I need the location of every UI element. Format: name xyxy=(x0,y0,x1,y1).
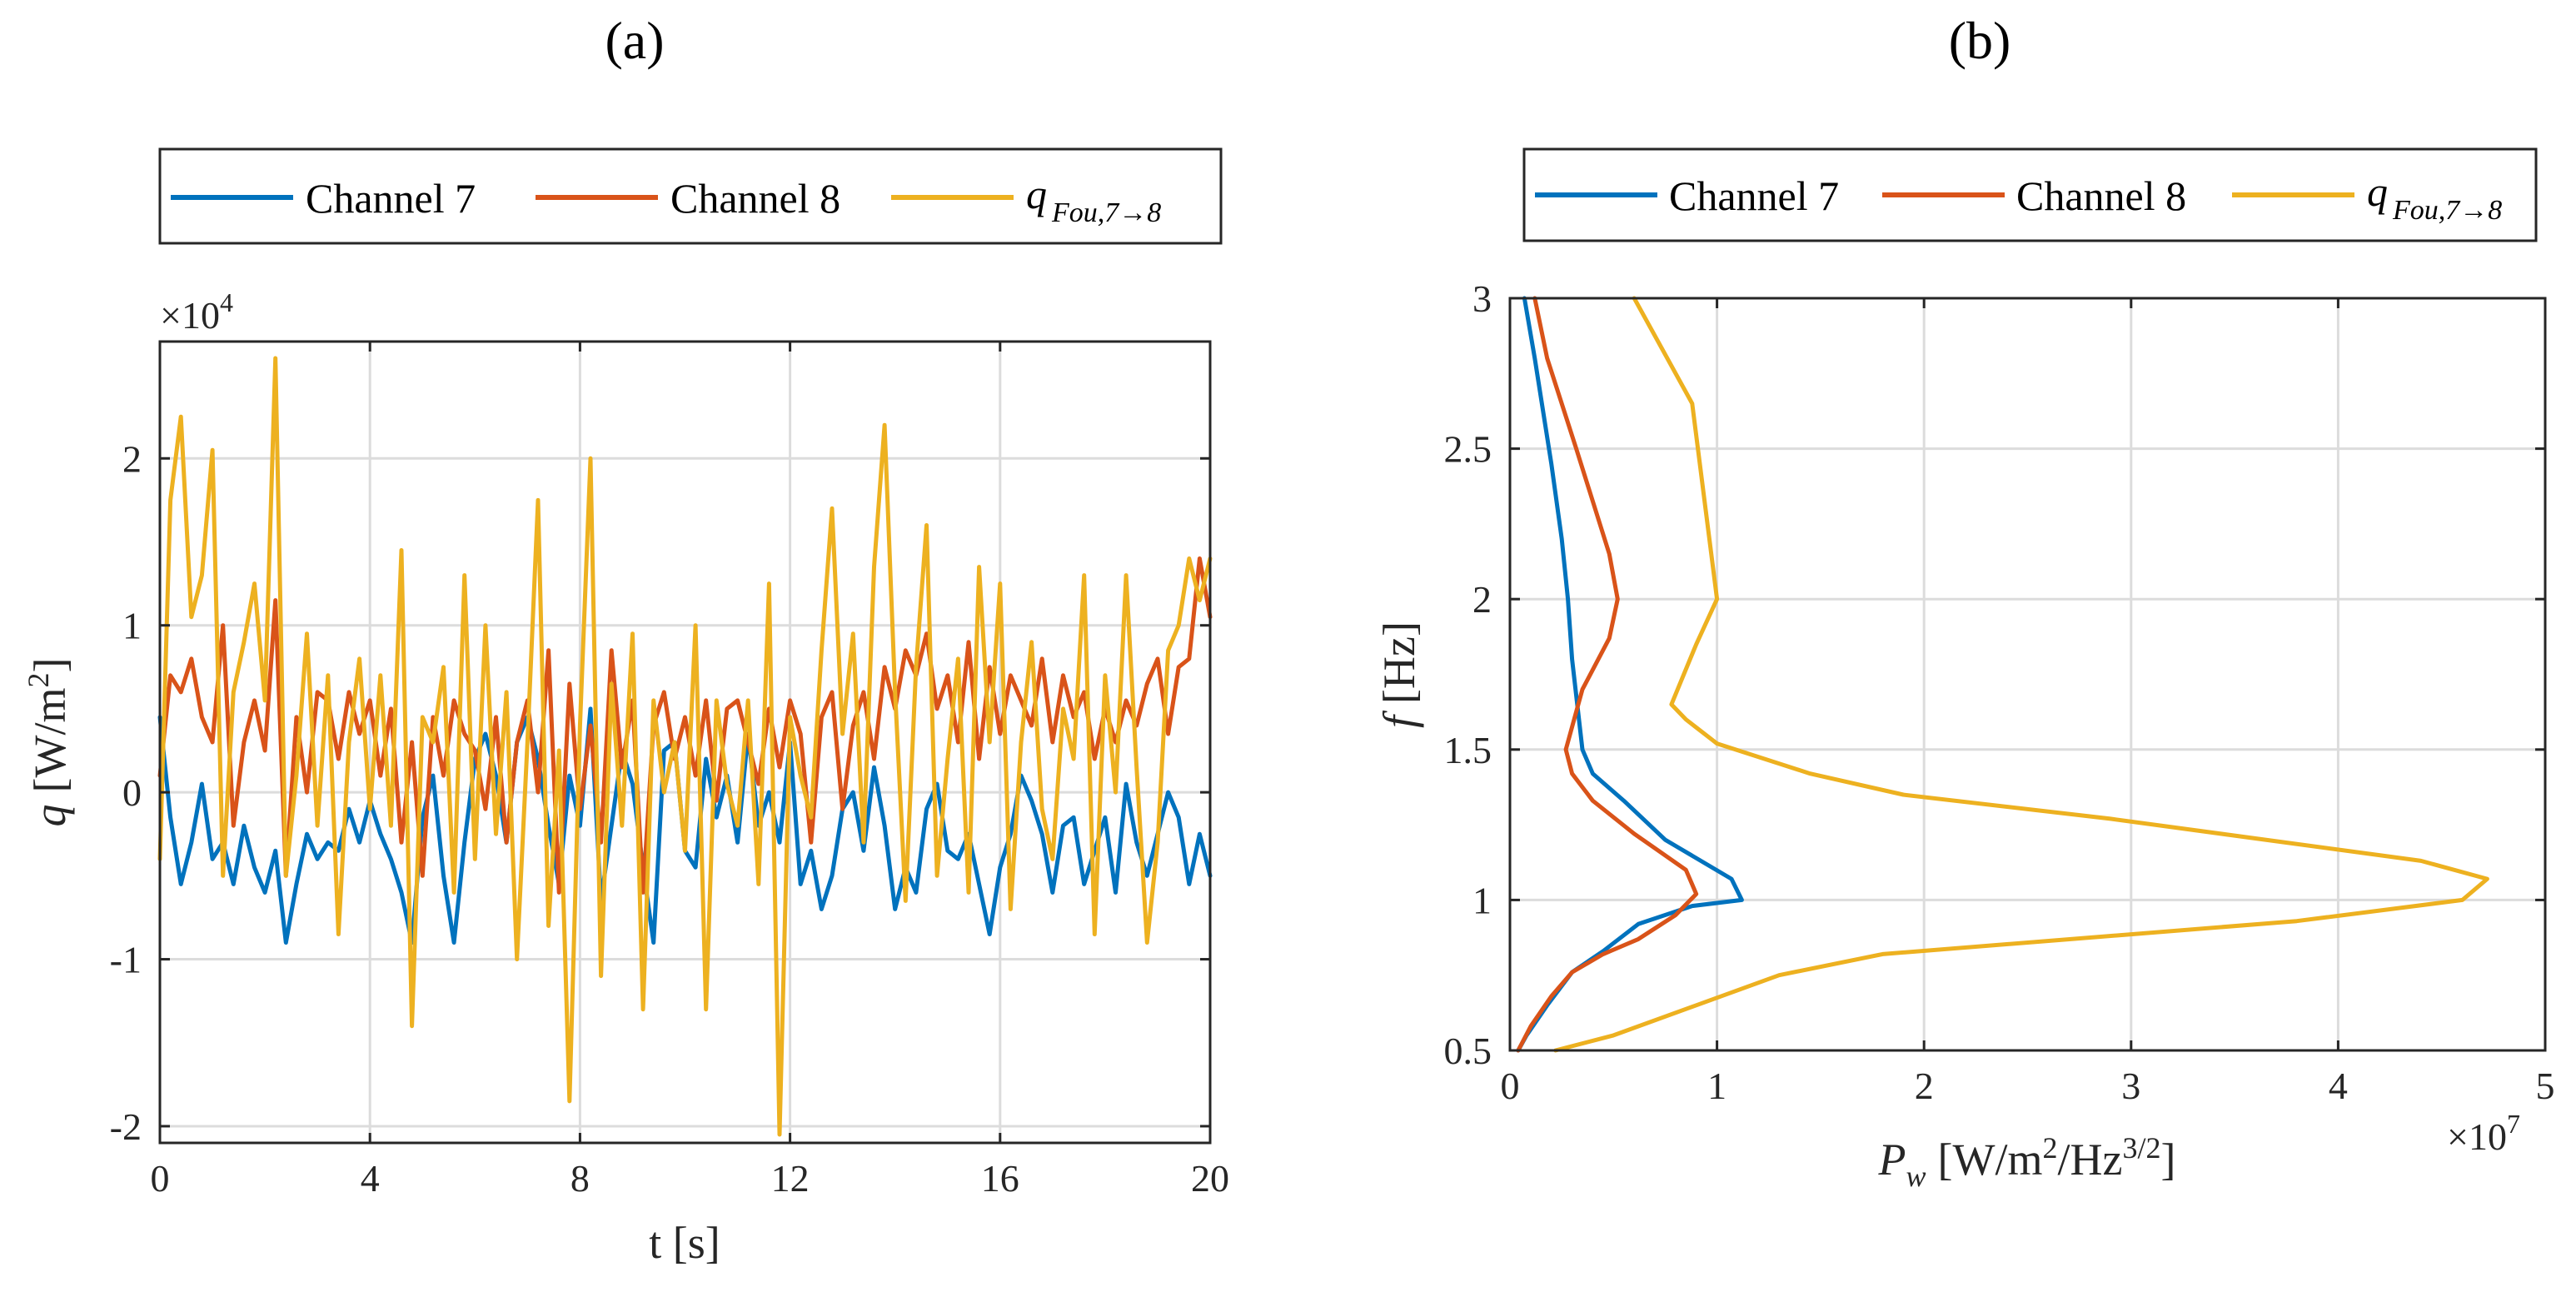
y-axis-b-unit: [Hz] xyxy=(1374,621,1424,704)
x-axis-b-close: ] xyxy=(2160,1135,2175,1185)
x-tick-label: 4 xyxy=(2329,1065,2348,1107)
x-axis-title-a: t [s] xyxy=(649,1218,720,1268)
y-axis-a-unit: [W/m xyxy=(25,688,75,793)
x-axis-b-sub: w xyxy=(1906,1160,1926,1193)
legend-a-q: q xyxy=(1026,171,1047,217)
panel-a-label: (a) xyxy=(605,11,664,70)
panel-b-label: (b) xyxy=(1949,11,2011,70)
y-axis-title-a: q [W/m2] xyxy=(22,658,75,827)
x-axis-title-b: Pw [W/m2/Hz3/2] xyxy=(1878,1131,2176,1193)
x-axis-b-unit-b: /Hz xyxy=(2058,1135,2123,1185)
y-axis-title-b: f [Hz] xyxy=(1374,621,1424,728)
x-tick-label: 1 xyxy=(1707,1065,1726,1107)
y-axis-a-sup: 2 xyxy=(22,673,55,688)
y-multiplier-a-exp: 4 xyxy=(220,287,233,317)
series-b-line-1 xyxy=(1516,296,1744,1053)
legend-b-box xyxy=(1522,147,2538,242)
plot-area-a xyxy=(157,356,1213,1137)
x-tick-label: 5 xyxy=(2536,1065,2555,1107)
x-tick-label: 16 xyxy=(981,1157,1019,1200)
y-tick-label: 1 xyxy=(1472,879,1492,921)
y-multiplier-a-base: ×10 xyxy=(160,294,220,337)
y-tick-label: 2 xyxy=(1472,578,1492,621)
legend-a-label-ch8: Channel 8 xyxy=(670,175,840,222)
x-tick-label: 2 xyxy=(1915,1065,1934,1107)
series-a-line-3 xyxy=(157,356,1213,1137)
legend-b-label-qfou: q Fou,7→8 xyxy=(2367,168,2502,226)
x-tick-label: 0 xyxy=(1501,1065,1520,1107)
x-multiplier-b-base: ×10 xyxy=(2447,1115,2507,1158)
grid-b xyxy=(1510,298,2545,1050)
y-axis-a-var: q xyxy=(25,804,75,826)
x-tick-label: 12 xyxy=(771,1157,810,1200)
y-multiplier-a: ×104 xyxy=(160,287,233,337)
axes-b-frame xyxy=(1508,297,2547,1052)
grid-a xyxy=(160,342,1210,1143)
legend-a-label-ch7: Channel 7 xyxy=(306,175,476,222)
legend-a-box xyxy=(158,147,1223,245)
ticks-b: 0 1 2 3 4 5 0.5 1 1.5 2 2.5 3 xyxy=(1444,277,2555,1107)
y-tick-label: 1.5 xyxy=(1444,729,1492,771)
x-tick-label: 8 xyxy=(571,1157,590,1200)
x-axis-b-var: P xyxy=(1878,1135,1906,1185)
legend-b-q: q xyxy=(2367,168,2388,215)
series-b-line-2 xyxy=(1516,296,1699,1053)
y-axis-b-var: f xyxy=(1374,710,1424,728)
y-tick-label: 2.5 xyxy=(1444,428,1492,471)
y-tick-label: 0 xyxy=(122,771,142,814)
y-tick-label: 0.5 xyxy=(1444,1030,1492,1072)
legend-a-q-sub: Fou,7→8 xyxy=(1051,197,1161,228)
x-tick-label: 3 xyxy=(2121,1065,2140,1107)
y-tick-label: -1 xyxy=(110,939,142,981)
y-axis-a-close: ] xyxy=(25,658,75,673)
axes-a-frame xyxy=(158,340,1212,1145)
y-tick-label: 3 xyxy=(1472,277,1492,320)
legend-b-label-ch8: Channel 8 xyxy=(2016,172,2186,219)
x-tick-label: 20 xyxy=(1191,1157,1229,1200)
legend-a-label-qfou: q Fou,7→8 xyxy=(1026,171,1161,228)
y-tick-label: 2 xyxy=(122,437,142,480)
legend-b-label-ch7: Channel 7 xyxy=(1669,172,1839,219)
y-tick-label: -2 xyxy=(110,1105,142,1148)
x-multiplier-b: ×107 xyxy=(2447,1109,2520,1158)
legend-b-q-sub: Fou,7→8 xyxy=(2392,195,2502,226)
x-tick-label: 0 xyxy=(151,1157,170,1200)
x-axis-b-sup-b: 3/2 xyxy=(2122,1131,2160,1165)
legend-b: Channel 7 Channel 8 q Fou,7→8 xyxy=(1522,147,2538,242)
x-axis-b-sup-a: 2 xyxy=(2043,1131,2058,1165)
y-tick-label: 1 xyxy=(122,605,142,647)
plot-area-b xyxy=(1516,296,2489,1053)
x-axis-b-unit-a: [W/m xyxy=(1938,1135,2043,1185)
x-multiplier-b-exp: 7 xyxy=(2507,1109,2520,1139)
legend-a: Channel 7 Channel 8 q Fou,7→8 xyxy=(158,147,1223,245)
series-b-line-3 xyxy=(1553,296,2489,1053)
x-tick-label: 4 xyxy=(361,1157,380,1200)
